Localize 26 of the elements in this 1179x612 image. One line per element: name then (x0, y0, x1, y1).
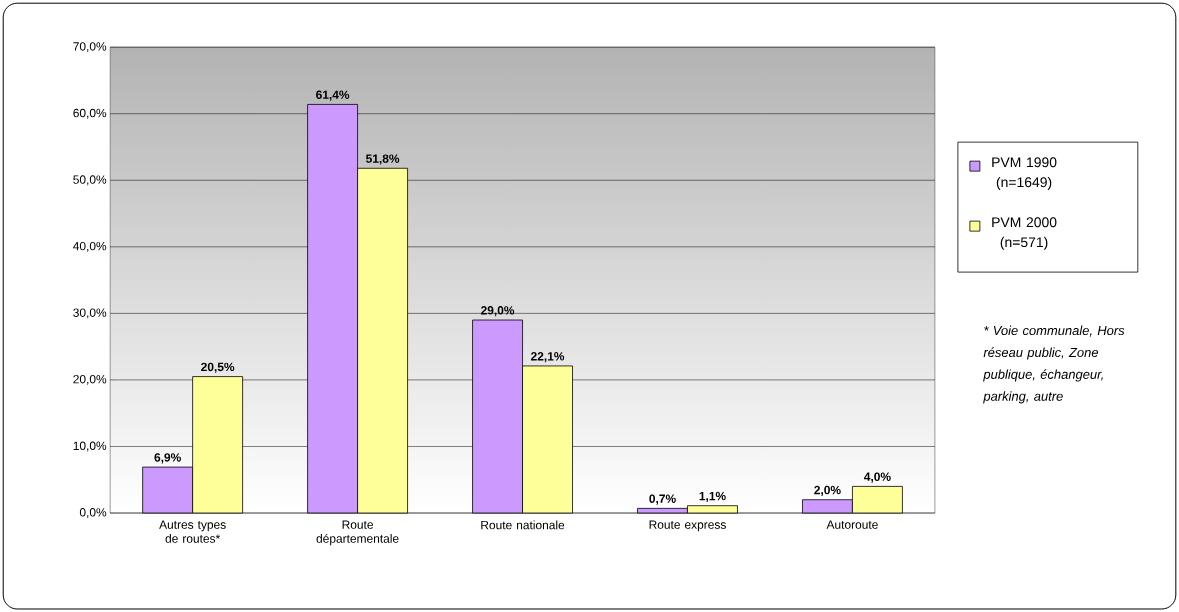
data-label: 4,0% (863, 472, 891, 483)
data-label: 61,4% (316, 90, 350, 101)
x-tick-label: Route express (649, 520, 726, 532)
y-tick-label: 50,0% (73, 175, 107, 186)
x-tick-label: Autoroute (826, 520, 878, 529)
data-label: 2,0% (814, 485, 841, 496)
legend-label: PVM 2000 (n=571) (992, 217, 1057, 250)
y-tick-label: 20,0% (73, 374, 107, 385)
data-label: 20,5% (201, 362, 235, 373)
y-tick-label: 60,0% (73, 108, 107, 119)
text: * Voie communale, Hors réseau public, Zone publique, échangeur, parking, autre (983, 325, 1125, 404)
y-tick-label: 40,0% (73, 241, 107, 252)
y-tick-label: 30,0% (73, 308, 107, 319)
data-label: 51,8% (366, 154, 400, 165)
data-label: 29,0% (481, 306, 515, 317)
data-label: 6,9% (154, 453, 181, 464)
x-tick-label: Route nationale (481, 520, 565, 530)
data-label: 0,7% (649, 494, 676, 505)
x-tick-label: Autres types de routes* (159, 520, 226, 543)
data-label: 22,1% (531, 351, 565, 363)
x-tick-label: Route départementale (316, 520, 399, 546)
y-tick-label: 70,0% (73, 42, 107, 53)
y-tick-label: 0,0% (79, 507, 107, 518)
legend-label: PVM 1990 (n=1649) (992, 157, 1057, 190)
y-tick-label: 10,0% (73, 441, 107, 452)
data-label: 1,1% (699, 491, 726, 502)
